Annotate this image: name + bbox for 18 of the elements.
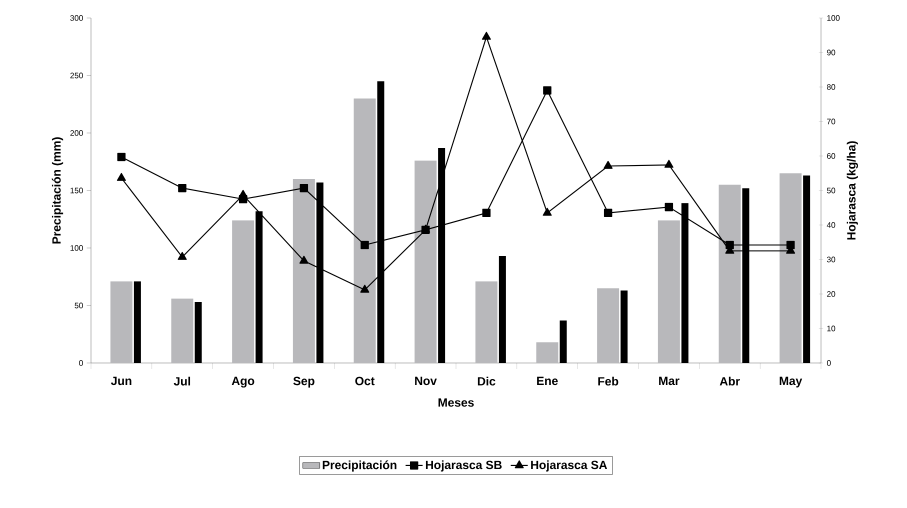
x-tick-label: Ene [537,376,558,386]
legend-label: Hojarasca SB [426,460,502,472]
x-tick-label: Oct [355,376,375,386]
x-tick-label: Abr [720,376,740,386]
x-tick-label: Mar [659,376,680,386]
legend-label: Hojarasca SA [531,460,608,472]
x-tick-label: Nov [415,376,437,386]
legend-label: Precipitación [322,460,396,472]
x-tick-label: Feb [598,376,618,386]
x-tick-label: Dic [478,376,496,386]
x-tick-label: Ago [232,376,254,388]
y2-axis-title: Hojarasca (kg/ha) [846,141,858,240]
x-axis-title: Meses [438,398,474,407]
x-tick-label: Jul [174,376,190,386]
x-tick-label: Sep [293,376,314,388]
x-tick-label: Jun [110,376,132,386]
y-axis-title: Precipitación (mm) [52,137,64,244]
x-tick-label: May [780,376,802,388]
